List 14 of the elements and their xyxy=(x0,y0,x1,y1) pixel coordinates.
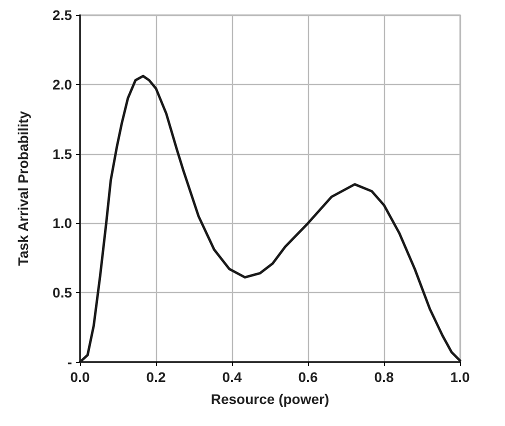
x-tick-label: 0.2 xyxy=(146,369,166,385)
y-axis-title: Task Arrival Probability xyxy=(15,110,31,266)
y-tick-label: 1.0 xyxy=(52,215,72,232)
x-tick-label: 0.6 xyxy=(298,369,318,385)
x-tick-label: 0.0 xyxy=(70,369,90,385)
x-tick-label: 0.8 xyxy=(374,369,394,385)
x-tick-label: 1.0 xyxy=(450,369,470,385)
y-tick-label: 1.5 xyxy=(52,146,72,162)
y-tick-label: 2.0 xyxy=(52,76,72,92)
y-tick-label: 0.5 xyxy=(52,284,72,301)
y-tick-label: 2.5 xyxy=(52,7,72,23)
x-axis-title: Resource (power) xyxy=(210,391,330,407)
x-tick-label: 0.4 xyxy=(222,369,242,385)
y-tick-label: - xyxy=(67,354,72,370)
